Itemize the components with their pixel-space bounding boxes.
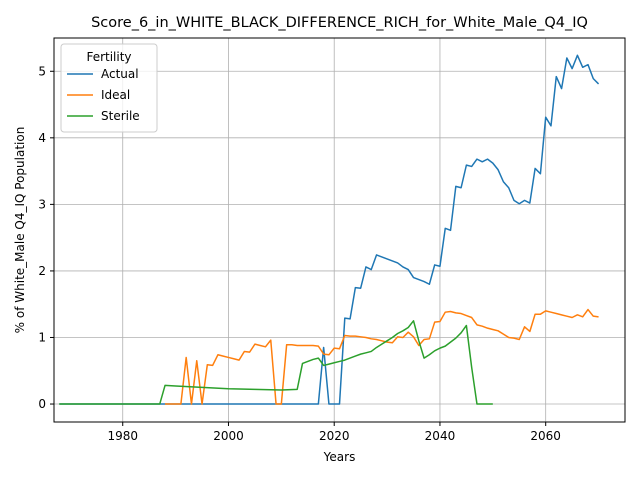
series-lines	[59, 54, 600, 405]
x-tick-label: 2000	[213, 429, 244, 443]
x-tick-label: 2040	[425, 429, 456, 443]
x-axis-label: Years	[323, 450, 356, 464]
legend-items: Actual Ideal Sterile	[67, 67, 140, 123]
legend-label-ideal: Ideal	[101, 88, 130, 102]
series-line-actual	[59, 54, 600, 405]
legend-box	[60, 43, 158, 133]
x-tick-label: 2060	[530, 429, 561, 443]
series-line-ideal	[165, 308, 599, 405]
y-tick-label: 1	[38, 330, 46, 344]
grid	[54, 38, 625, 422]
plot-frame	[53, 37, 626, 423]
y-tick-label: 4	[38, 131, 46, 145]
legend-title: Fertility	[86, 50, 131, 64]
axis-ticks: 1980 2000 2020 2040 2060 0 1 2 3 4 5	[38, 64, 561, 443]
x-tick-label: 2020	[319, 429, 350, 443]
y-tick-label: 5	[38, 64, 46, 78]
legend: Fertility Actual Ideal Sterile	[60, 43, 158, 133]
chart-title: Score_6_in_WHITE_BLACK_DIFFERENCE_RICH_f…	[91, 15, 588, 31]
y-tick-label: 0	[38, 397, 46, 411]
y-tick-label: 3	[38, 197, 46, 211]
x-tick-label: 1980	[107, 429, 138, 443]
y-tick-label: 2	[38, 264, 46, 278]
legend-label-actual: Actual	[101, 67, 139, 81]
legend-label-sterile: Sterile	[101, 109, 140, 123]
series-line-sterile	[59, 320, 493, 405]
y-axis-label: % of White_Male Q4_IQ Population	[13, 127, 27, 334]
